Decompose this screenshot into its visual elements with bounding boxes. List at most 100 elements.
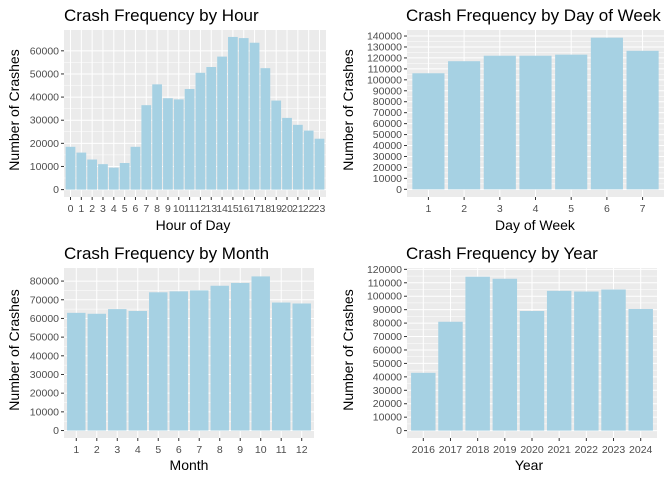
- y-tick-label: 30000: [373, 151, 402, 163]
- plot-area: [407, 268, 657, 438]
- bar: [628, 308, 653, 431]
- y-tick-label: 0: [396, 425, 402, 437]
- bar: [163, 98, 173, 190]
- bar: [574, 291, 599, 431]
- bar: [87, 159, 98, 190]
- chart-title: Crash Frequency by Year: [406, 244, 598, 263]
- x-tick-label: 14: [216, 203, 228, 215]
- y-tick-label: 60000: [30, 313, 59, 325]
- bar: [184, 88, 195, 190]
- chart-year: Crash Frequency by Year Year Number of C…: [340, 244, 657, 473]
- x-tick-label: 5: [155, 444, 161, 456]
- bar: [108, 309, 127, 431]
- x-tick-label: 19: [270, 203, 282, 215]
- chart-month: Crash Frequency by Month Month Number of…: [6, 244, 314, 473]
- chart-title: Crash Frequency by Day of Week: [406, 6, 661, 25]
- x-tick-label: 8: [217, 444, 223, 456]
- bar: [483, 55, 516, 190]
- bar: [108, 167, 119, 190]
- y-tick-label: 0: [396, 184, 402, 196]
- x-tick-label: 5: [122, 203, 128, 215]
- plot-area: [64, 30, 326, 197]
- y-tick-label: 50000: [30, 68, 59, 80]
- y-tick-label: 80000: [373, 318, 402, 330]
- bar: [448, 61, 481, 190]
- x-tick-label: 8: [154, 203, 160, 215]
- y-tick-label: 50000: [30, 332, 59, 344]
- y-tick-label: 90000: [373, 304, 402, 316]
- bar: [217, 56, 227, 190]
- x-tick-label: 4: [135, 444, 141, 456]
- bar: [195, 72, 206, 190]
- bar: [65, 146, 76, 190]
- bar: [271, 100, 282, 190]
- bar: [141, 105, 152, 190]
- y-tick-label: 0: [53, 425, 59, 437]
- bar: [190, 290, 209, 431]
- bar: [590, 37, 623, 190]
- y-tick-label: 40000: [30, 92, 59, 104]
- chart-hour: Crash Frequency by Hour Hour of Day Numb…: [6, 6, 326, 233]
- x-tick-label: 20: [281, 203, 293, 215]
- y-tick-label: 50000: [373, 129, 402, 141]
- bar: [271, 302, 291, 431]
- y-tick-label: 80000: [373, 96, 402, 108]
- y-tick-label: 10000: [373, 412, 402, 424]
- x-tick-label: 3: [497, 203, 503, 215]
- bar: [152, 84, 162, 190]
- y-tick-label: 90000: [373, 85, 402, 97]
- x-tick-label: 2024: [629, 444, 653, 456]
- y-tick-label: 40000: [30, 350, 59, 362]
- x-tick-label: 7: [143, 203, 149, 215]
- bar: [67, 312, 86, 431]
- y-tick-label: 40000: [373, 371, 402, 383]
- x-tick-label: 12: [296, 444, 308, 456]
- bar: [492, 278, 518, 431]
- bar: [260, 68, 271, 190]
- x-tick-label: 2: [89, 203, 95, 215]
- y-tick-label: 70000: [373, 331, 402, 343]
- x-tick-label: 12: [195, 203, 207, 215]
- x-tick-label: 2: [461, 203, 467, 215]
- y-tick-label: 70000: [30, 294, 59, 306]
- x-tick-label: 2023: [602, 444, 626, 456]
- x-tick-label: 7: [196, 444, 202, 456]
- y-tick-label: 20000: [373, 398, 402, 410]
- x-axis-label: Year: [515, 457, 544, 473]
- y-tick-label: 110000: [368, 63, 402, 75]
- x-tick-label: 9: [237, 444, 243, 456]
- bar: [438, 321, 463, 431]
- x-tick-label: 22: [303, 203, 315, 215]
- y-tick-label: 100000: [367, 74, 402, 86]
- y-axis-label: Number of Crashes: [6, 289, 22, 410]
- bar: [411, 372, 436, 431]
- y-tick-label: 10000: [30, 161, 59, 173]
- x-tick-label: 2019: [493, 444, 517, 456]
- x-tick-label: 23: [314, 203, 326, 215]
- x-tick-label: 9: [165, 203, 171, 215]
- y-tick-label: 50000: [373, 358, 402, 370]
- y-tick-label: 40000: [373, 140, 402, 152]
- bar: [292, 303, 311, 431]
- y-tick-label: 10000: [30, 406, 59, 418]
- y-tick-label: 70000: [373, 107, 402, 119]
- chart-title: Crash Frequency by Hour: [64, 6, 259, 25]
- bar: [519, 55, 552, 190]
- x-tick-label: 11: [276, 444, 287, 456]
- x-tick-label: 21: [292, 203, 304, 215]
- x-tick-label: 2021: [547, 444, 571, 456]
- x-tick-label: 3: [114, 444, 120, 456]
- bar: [173, 99, 184, 190]
- x-tick-label: 18: [260, 203, 272, 215]
- x-axis-label: Hour of Day: [156, 217, 231, 233]
- bar: [412, 73, 445, 190]
- bar: [76, 152, 87, 190]
- y-tick-label: 110000: [368, 277, 402, 289]
- x-tick-label: 17: [249, 203, 261, 215]
- y-tick-label: 30000: [30, 369, 59, 381]
- x-tick-label: 7: [640, 203, 646, 215]
- y-tick-label: 30000: [373, 385, 402, 397]
- x-tick-label: 3: [100, 203, 106, 215]
- bar: [249, 42, 260, 190]
- y-tick-label: 80000: [30, 276, 59, 288]
